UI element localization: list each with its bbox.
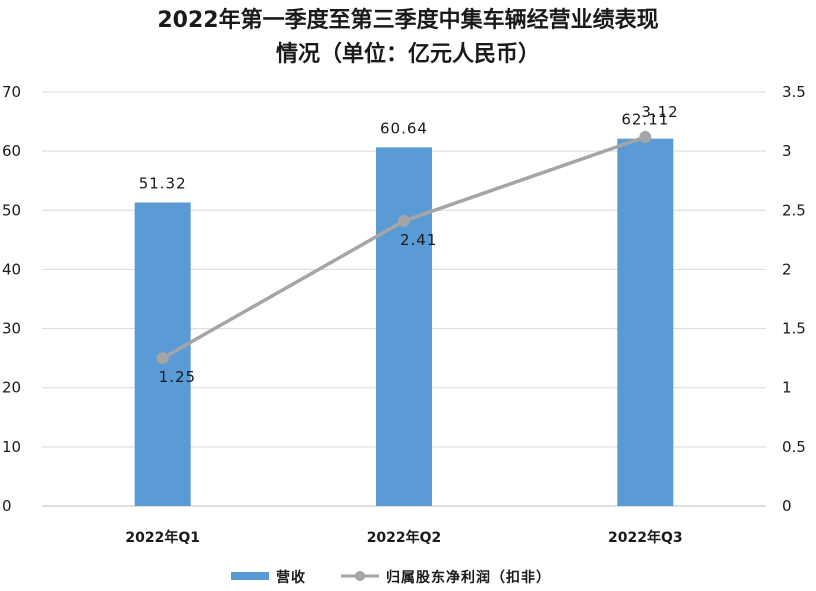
bar-data-label: 62.11	[621, 111, 669, 129]
left-axis-tick-label: 20	[2, 379, 21, 397]
right-axis-tick-label: 1.5	[782, 320, 806, 338]
chart-title-line-1: 2022年第一季度至第三季度中集车辆经营业绩表现	[157, 7, 658, 33]
right-axis-tick-label: 1	[782, 379, 792, 397]
line-series: 1.25 2.41 3.12	[156, 103, 678, 386]
right-axis: 0 0.5 1 1.5 2 2.5 3 3.5	[782, 83, 806, 515]
left-axis-tick-label: 40	[2, 260, 21, 278]
line-data-label: 2.41	[400, 231, 437, 249]
left-axis-tick-label: 60	[2, 142, 21, 160]
bar-data-label: 60.64	[380, 119, 428, 137]
x-axis-tick-label: 2022年Q3	[608, 529, 683, 546]
legend-label-revenue: 营收	[276, 569, 306, 586]
right-axis-tick-label: 2.5	[782, 201, 806, 219]
left-axis-tick-label: 70	[2, 83, 21, 101]
left-axis-tick-label: 30	[2, 320, 21, 338]
line-point	[398, 214, 410, 227]
right-axis-tick-label: 2	[782, 260, 792, 278]
line-point	[639, 130, 652, 143]
x-axis-tick-label: 2022年Q1	[125, 529, 200, 546]
legend-label-net-profit: 归属股东净利润（扣非）	[386, 569, 551, 586]
right-axis-tick-label: 3	[782, 142, 792, 160]
right-axis-tick-label: 3.5	[782, 83, 806, 101]
left-axis-tick-label: 10	[2, 438, 21, 456]
x-axis: 2022年Q1 2022年Q2 2022年Q3	[125, 529, 682, 546]
bar-data-label: 51.32	[139, 174, 187, 192]
left-axis: 0 10 20 30 40 50 60 70	[2, 83, 21, 515]
bar	[376, 147, 432, 506]
right-axis-tick-label: 0.5	[782, 438, 806, 456]
chart-title-line-2: 情况（单位：亿元人民币）	[276, 41, 540, 67]
right-axis-tick-label: 0	[782, 497, 792, 515]
line-point	[156, 352, 169, 365]
left-axis-tick-label: 0	[2, 497, 12, 515]
legend: 营收 归属股东净利润（扣非）	[231, 569, 551, 586]
bar-series: 51.32 60.64 62.11	[134, 111, 674, 507]
line-data-label: 1.25	[159, 368, 196, 386]
legend-swatch-bar	[231, 572, 269, 580]
legend-swatch-marker	[355, 571, 365, 581]
left-axis-tick-label: 50	[2, 201, 21, 219]
x-axis-tick-label: 2022年Q2	[367, 529, 442, 546]
bar	[617, 138, 674, 507]
line-data-label: 3.12	[641, 103, 678, 121]
